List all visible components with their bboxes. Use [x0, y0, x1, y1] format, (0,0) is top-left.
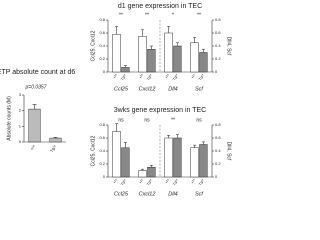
annotation: p=0.0357	[25, 84, 47, 90]
bar	[199, 52, 208, 73]
x-tick-label: Tg/+	[198, 73, 205, 81]
bar	[121, 147, 130, 178]
x-tick-label: Tg/+	[49, 143, 58, 153]
y-tick-label: 0.6	[99, 135, 105, 140]
bar	[112, 131, 121, 178]
y2-axis-label: Dll4, Scf	[226, 142, 232, 161]
x-tick-label: Tg/+	[172, 178, 179, 186]
bar	[147, 167, 156, 178]
x-tick-label: +/+	[190, 73, 196, 79]
bar	[138, 170, 147, 178]
y2-tick-label: 0.4	[215, 43, 221, 48]
x-tick-label: Tg/+	[172, 73, 179, 81]
y2-axis-label: Dll4, Scf	[226, 37, 232, 56]
y2-tick-label: 0.6	[215, 30, 221, 35]
x-tick-label: +/+	[29, 143, 37, 151]
significance: **	[171, 117, 175, 123]
y2-tick-label: 0	[215, 69, 218, 74]
x-tick-label: +/+	[112, 73, 118, 79]
category-label: Ccl25	[114, 86, 129, 92]
y-tick-label: 0	[103, 69, 106, 74]
bar	[199, 144, 208, 178]
y-tick-label: 0.6	[99, 30, 105, 35]
significance: *	[172, 12, 174, 18]
bar	[190, 42, 199, 73]
bar	[121, 67, 130, 73]
y-tick-label: 0.8	[99, 17, 105, 22]
category-label: Cxcl12	[139, 86, 156, 92]
y-axis-label: Ccl25, Cxcl12	[90, 135, 96, 166]
y-tick-label: 0	[103, 174, 106, 179]
x-tick-label: Tg/+	[198, 178, 205, 186]
y-tick-label: 0.2	[99, 56, 105, 61]
y2-tick-label: 0.6	[215, 135, 221, 140]
y2-tick-label: 0.4	[215, 148, 221, 153]
y-tick-label: 0.2	[99, 161, 105, 166]
chart-title: ETP absolute count at d6	[0, 69, 75, 76]
x-tick-label: +/+	[112, 178, 118, 184]
chart-title: 3wks gene expression in TEC	[114, 107, 206, 114]
x-tick-label: +/+	[190, 178, 196, 184]
category-label: Scf	[195, 191, 203, 197]
bar	[49, 137, 62, 143]
bar	[164, 32, 173, 73]
category-label: Ccl25	[114, 191, 129, 197]
y2-tick-label: 0.8	[215, 17, 221, 22]
chart-title: d1 gene expression in TEC	[118, 3, 202, 10]
category-label: Dll4	[168, 86, 177, 92]
bar	[173, 137, 182, 178]
significance: ns	[144, 117, 150, 123]
bar	[138, 36, 147, 73]
x-tick-label: Tg/+	[120, 73, 127, 81]
y2-tick-label: 0.2	[215, 56, 221, 61]
bar	[190, 147, 199, 178]
y-tick-label: 0	[19, 139, 22, 144]
bar	[112, 34, 121, 73]
category-label: Dll4	[168, 191, 177, 197]
y-tick-label: 0.4	[99, 148, 105, 153]
y-tick-label: 0.8	[99, 122, 105, 127]
y-tick-label: 3	[19, 92, 22, 97]
category-label: Scf	[195, 86, 203, 92]
x-tick-label: +/+	[164, 178, 170, 184]
x-tick-label: +/+	[138, 178, 144, 184]
bar	[173, 45, 182, 73]
y-tick-label: 1	[19, 123, 22, 128]
x-tick-label: Tg/+	[146, 73, 153, 81]
figure: ETP absolute count at d6 0 1 2 3 Absolute cou…	[0, 3, 232, 198]
bar	[147, 49, 156, 73]
x-tick-label: Tg/+	[146, 178, 153, 186]
significance: **	[145, 12, 149, 18]
x-tick-label: +/+	[138, 73, 144, 79]
x-tick-label: Tg/+	[120, 178, 127, 186]
significance: **	[197, 12, 201, 18]
y-axis-label: Absolute counts (M)	[6, 96, 12, 141]
y-tick-label: 2	[19, 108, 22, 113]
significance: ns	[118, 117, 124, 123]
y2-tick-label: 0.8	[215, 122, 221, 127]
y-tick-label: 0.4	[99, 43, 105, 48]
bar	[164, 137, 173, 178]
category-label: Cxcl12	[139, 191, 156, 197]
significance: **	[119, 12, 123, 18]
x-tick-label: +/+	[164, 73, 170, 79]
significance: ns	[196, 117, 202, 123]
y2-tick-label: 0	[215, 174, 218, 179]
y2-tick-label: 0.2	[215, 161, 221, 166]
bar	[28, 108, 41, 143]
y-axis-label: Ccl25, Cxcl12	[90, 30, 96, 61]
